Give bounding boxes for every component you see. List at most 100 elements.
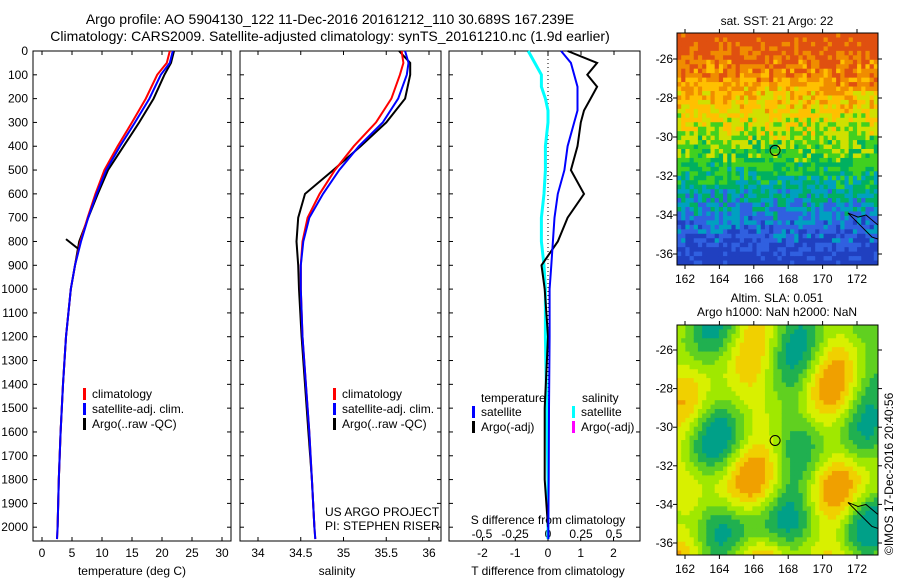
- map-cell: [794, 493, 799, 498]
- map-cell: [702, 82, 707, 88]
- map-cell: [714, 479, 720, 485]
- map-cell: [869, 46, 875, 52]
- map-cell: [685, 532, 691, 538]
- map-cell: [731, 144, 737, 150]
- map-cell: [710, 224, 716, 230]
- map-cell: [802, 342, 808, 348]
- map-cell: [693, 33, 699, 38]
- map-cell: [781, 329, 787, 335]
- map-cell: [748, 422, 753, 428]
- map-cell: [798, 180, 804, 186]
- map-cell: [802, 462, 808, 468]
- map-cell: [697, 211, 703, 217]
- map-cell: [798, 117, 804, 123]
- map-cell: [790, 238, 795, 244]
- map-cell: [790, 457, 795, 463]
- map-cell: [689, 537, 695, 543]
- map-cell: [802, 229, 808, 235]
- map-cell: [827, 180, 833, 186]
- map-cell: [681, 233, 686, 239]
- map-cell: [706, 260, 711, 266]
- map-cell: [760, 395, 766, 401]
- map-cell: [685, 493, 691, 498]
- map-cell: [831, 484, 837, 490]
- x2-tick-label: -0.5: [472, 527, 493, 541]
- map-cell: [802, 238, 808, 244]
- map-cell: [731, 233, 737, 239]
- map-cell: [865, 166, 871, 172]
- map-cell: [836, 453, 841, 459]
- x-tick-label: 10: [95, 546, 109, 560]
- map-cell: [785, 515, 791, 521]
- map-cell: [836, 131, 841, 137]
- map-cell: [794, 99, 799, 105]
- map-cell: [764, 532, 770, 538]
- map-cell: [735, 404, 741, 410]
- map-cell: [819, 189, 825, 195]
- map-cell: [744, 82, 749, 88]
- map-cell: [819, 488, 825, 494]
- map-cell: [802, 33, 808, 38]
- temperature-satellite-diff-line: [547, 50, 579, 540]
- map-cell: [689, 215, 695, 221]
- map-cell: [756, 395, 762, 401]
- map-cell: [823, 41, 829, 47]
- map-cell: [731, 479, 737, 485]
- map-cell: [681, 171, 686, 177]
- map-cell: [769, 404, 774, 410]
- map-cell: [718, 466, 724, 472]
- map-cell: [769, 355, 774, 361]
- title-line-1: Argo profile: AO 5904130_122 11-Dec-2016…: [85, 11, 575, 27]
- map-cell: [710, 501, 716, 507]
- map-cell: [785, 550, 791, 556]
- map-cell: [785, 95, 791, 101]
- map-cell: [706, 386, 711, 392]
- map-cell: [777, 404, 783, 410]
- map-cell: [790, 329, 795, 335]
- map-cell: [831, 37, 837, 43]
- map-cell: [769, 113, 774, 119]
- map-cell: [760, 479, 766, 485]
- map-cell: [777, 193, 783, 199]
- map-cell: [831, 104, 837, 110]
- map-cell: [798, 484, 804, 490]
- map-cell: [731, 140, 737, 146]
- map-cell: [718, 493, 724, 498]
- map-cell: [756, 329, 762, 335]
- map-cell: [815, 184, 820, 190]
- map-cell: [744, 444, 749, 450]
- map-cell: [706, 347, 711, 353]
- map-cell: [852, 37, 858, 43]
- map-cell: [693, 457, 699, 463]
- map-cell: [823, 77, 829, 83]
- map-cell: [723, 108, 728, 114]
- map-cell: [831, 462, 837, 468]
- map-cell: [781, 215, 787, 221]
- map-cell: [714, 33, 720, 38]
- map-cell: [685, 242, 691, 248]
- map-cell: [748, 260, 753, 266]
- map-cell: [831, 519, 837, 525]
- map-cell: [811, 180, 816, 186]
- map-cell: [702, 64, 707, 70]
- map-cell: [731, 462, 737, 468]
- map-cell: [685, 73, 691, 79]
- map-cell: [723, 189, 728, 195]
- map-cell: [819, 46, 825, 52]
- map-cell: [781, 166, 787, 172]
- map-cell: [819, 493, 825, 498]
- map-cell: [718, 422, 724, 428]
- map-cell: [677, 73, 682, 79]
- map-cell: [794, 95, 799, 101]
- map-cell: [836, 541, 841, 547]
- map-cell: [848, 515, 854, 521]
- map-cell: [785, 426, 791, 432]
- map-cell: [764, 77, 770, 83]
- map-cell: [689, 453, 695, 459]
- map-cell: [744, 400, 749, 406]
- map-cell: [681, 395, 686, 401]
- map-cell: [827, 369, 833, 375]
- map-cell: [827, 247, 833, 253]
- map-cell: [873, 215, 879, 221]
- map-cell: [861, 162, 866, 168]
